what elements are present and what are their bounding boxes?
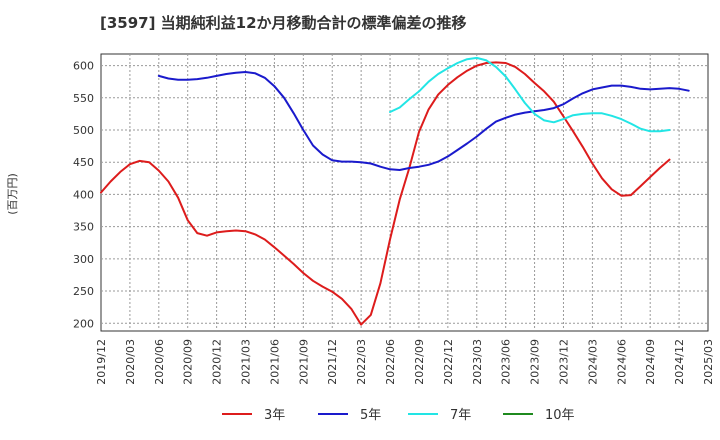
x-tick-label: 2022/09 (413, 339, 426, 385)
x-tick-label: 2022/12 (442, 339, 455, 385)
x-tick-label: 2024/03 (586, 339, 599, 385)
x-tick-label: 2023/09 (529, 339, 542, 385)
x-tick-label: 2020/12 (211, 339, 224, 385)
x-tick-labels: 2019/12 2020/03 2020/06 2020/09 2020/12 2021/… (95, 339, 715, 385)
series-line-7年 (389, 56, 671, 133)
y-tick-label: 250 (73, 285, 94, 298)
y-tick-label: 450 (73, 156, 94, 169)
x-tick-label: 2019/12 (95, 339, 108, 385)
legend-label: 7年 (450, 408, 471, 423)
y-tick-label: 600 (73, 60, 94, 73)
chart-title: [3597] 当期純利益12か月移動合計の標準偏差の推移 (100, 14, 467, 32)
x-tick-label: 2020/06 (153, 339, 166, 385)
x-tick-label: 2020/03 (124, 339, 137, 385)
x-tick-label: 2022/06 (384, 339, 397, 385)
series-line-5年 (157, 71, 690, 171)
y-tick-label: 350 (73, 221, 94, 234)
y-tick-labels: 200 250 300 350 400 450 500 550 600 (73, 60, 94, 331)
x-tick-label: 2021/09 (297, 339, 310, 385)
x-tick-label: 2024/06 (615, 339, 628, 385)
x-tick-label: 2024/12 (673, 339, 686, 385)
series-line-3年 (100, 61, 671, 326)
x-tick-label: 2025/03 (702, 339, 715, 385)
x-tick-label: 2021/03 (240, 339, 253, 385)
y-tick-label: 550 (73, 92, 94, 105)
y-tick-label: 300 (73, 253, 94, 266)
x-tick-label: 2020/09 (182, 339, 195, 385)
x-tick-label: 2021/06 (268, 339, 281, 385)
x-tick-label: 2021/12 (326, 339, 339, 385)
legend-label: 3年 (264, 408, 285, 423)
grid-lines (101, 54, 708, 331)
y-tick-label: 200 (73, 317, 94, 330)
legend-label: 5年 (360, 408, 381, 423)
plot-area (100, 53, 709, 332)
legend-label: 10年 (545, 408, 575, 423)
x-tick-label: 2022/03 (355, 339, 368, 385)
y-axis-label: (百万円) (6, 173, 19, 215)
x-tick-label: 2024/09 (644, 339, 657, 385)
x-tick-label: 2023/06 (500, 339, 513, 385)
y-tick-label: 400 (73, 188, 94, 201)
x-tick-label: 2023/12 (557, 339, 570, 385)
x-tick-label: 2023/03 (471, 339, 484, 385)
series-lines (100, 56, 690, 326)
legend: 3年 5年 7年 10年 (222, 408, 575, 423)
y-tick-label: 500 (73, 124, 94, 137)
